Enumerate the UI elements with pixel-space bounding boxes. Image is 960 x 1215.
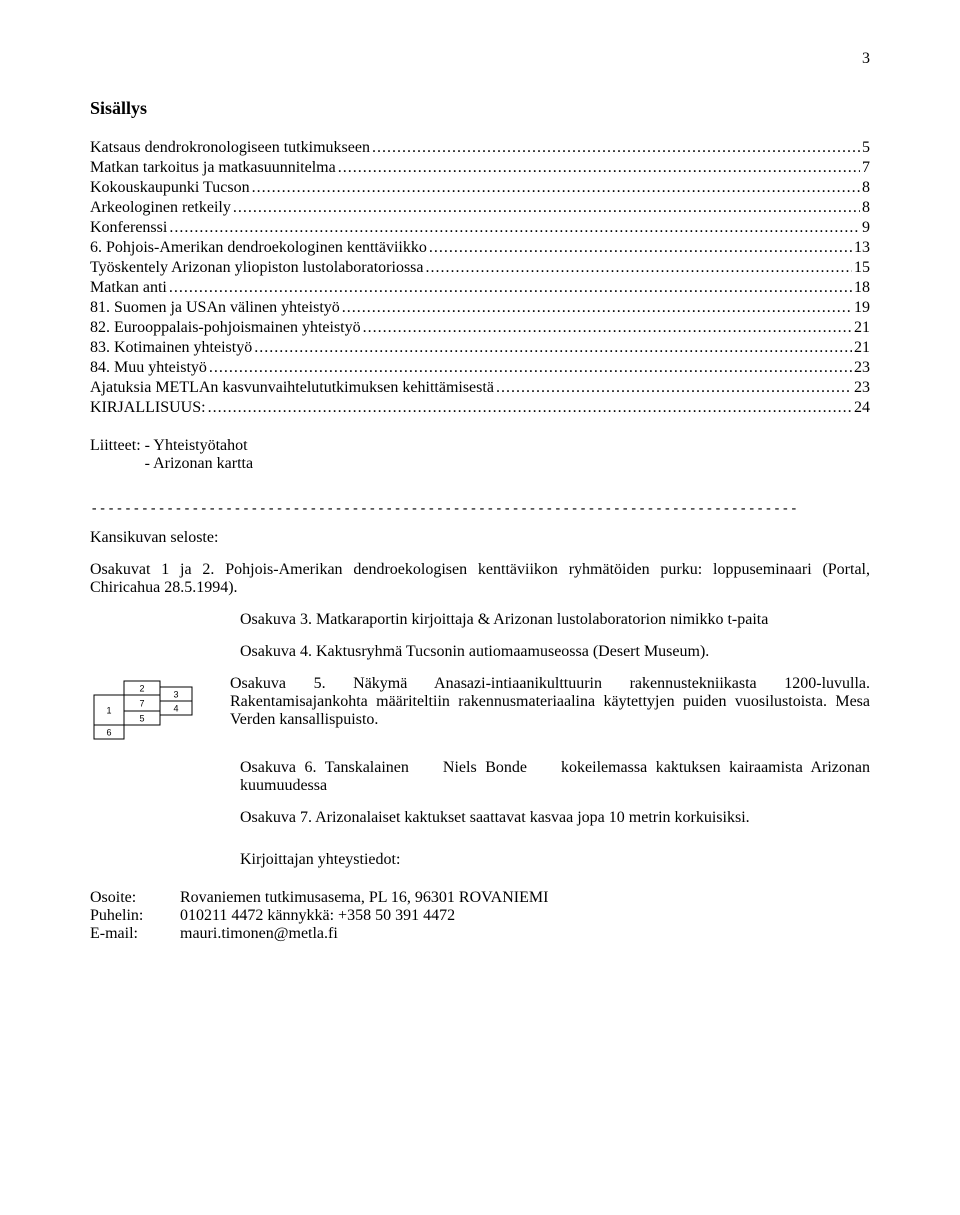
toc-entry: 83. Kotimainen yhteistyö 21	[90, 339, 870, 357]
section-divider: ----------------------------------------…	[90, 501, 870, 517]
toc-entry-label: Ajatuksia METLAn kasvunvaihtelututkimuks…	[90, 379, 494, 397]
contact-key-puhelin: Puhelin:	[90, 907, 180, 925]
toc-leader-dots	[252, 179, 860, 197]
toc-entry: 84. Muu yhteistyö 23	[90, 359, 870, 377]
diagram-cell-6: 6	[106, 727, 111, 737]
contact-block: Osoite: Rovaniemen tutkimusasema, PL 16,…	[90, 889, 870, 943]
osakuva-6-pre: Osakuva 6. Tanskalainen	[240, 759, 409, 776]
toc-leader-dots	[363, 319, 852, 337]
contact-val-osoite: Rovaniemen tutkimusasema, PL 16, 96301 R…	[180, 889, 548, 907]
toc-leader-dots	[233, 199, 860, 217]
toc-entry-label: 83. Kotimainen yhteistyö	[90, 339, 252, 357]
toc-entry: Kokouskaupunki Tucson 8	[90, 179, 870, 197]
toc-entry-page: 23	[854, 379, 870, 397]
contact-val-email: mauri.timonen@metla.fi	[180, 925, 338, 943]
osakuva-4: Osakuva 4. Kaktusryhmä Tucsonin autiomaa…	[240, 643, 870, 661]
toc-leader-dots	[254, 339, 852, 357]
attachments-item-0: - Yhteistyötahot	[145, 437, 248, 454]
toc-leader-dots	[372, 139, 860, 157]
contact-key-email: E-mail:	[90, 925, 180, 943]
diagram-cell-1: 1	[106, 705, 111, 715]
toc-leader-dots	[209, 359, 852, 377]
attachments-item-1: - Arizonan kartta	[145, 455, 253, 472]
toc-entry-label: 82. Eurooppalais-pohjoismainen yhteistyö	[90, 319, 361, 337]
contact-title: Kirjoittajan yhteystiedot:	[240, 851, 870, 869]
diagram-and-osakuva5-row: 1 2 3 4 5 6 7 Osakuva 5. Näkymä Anasazi-…	[90, 675, 870, 745]
toc-entry: Ajatuksia METLAn kasvunvaihtelututkimuks…	[90, 379, 870, 397]
toc-leader-dots	[342, 299, 852, 317]
toc-entry-page: 18	[854, 279, 870, 297]
osakuva-5: Osakuva 5. Näkymä Anasazi-intiaanikulttu…	[230, 675, 870, 743]
toc-leader-dots	[169, 279, 852, 297]
toc-entry-page: 21	[854, 339, 870, 357]
contact-row-email: E-mail: mauri.timonen@metla.fi	[90, 925, 870, 943]
toc-list: Katsaus dendrokronologiseen tutkimukseen…	[90, 139, 870, 417]
toc-entry-page: 24	[854, 399, 870, 417]
diagram-cell-7: 7	[139, 698, 144, 708]
toc-leader-dots	[429, 239, 852, 257]
toc-entry-page: 7	[862, 159, 870, 177]
contact-row-puhelin: Puhelin: 010211 4472 kännykkä: +358 50 3…	[90, 907, 870, 925]
contact-row-osoite: Osoite: Rovaniemen tutkimusasema, PL 16,…	[90, 889, 870, 907]
toc-entry-label: Matkan anti	[90, 279, 167, 297]
toc-entry-page: 13	[854, 239, 870, 257]
toc-entry-page: 9	[862, 219, 870, 237]
diagram-cell-5: 5	[139, 713, 144, 723]
contact-key-osoite: Osoite:	[90, 889, 180, 907]
toc-entry: 81. Suomen ja USAn välinen yhteistyö 19	[90, 299, 870, 317]
attachments: Liitteet: - Yhteistyötahot Liitteet: - A…	[90, 437, 870, 473]
toc-leader-dots	[338, 159, 860, 177]
attachments-label: Liitteet:	[90, 437, 141, 454]
toc-entry-page: 5	[862, 139, 870, 157]
osakuva-7: Osakuva 7. Arizonalaiset kaktukset saatt…	[240, 809, 870, 827]
toc-entry-label: Kokouskaupunki Tucson	[90, 179, 250, 197]
toc-entry-label: Arkeologinen retkeily	[90, 199, 231, 217]
osakuva-6: Osakuva 6. Tanskalainen Niels Bonde koke…	[240, 759, 870, 795]
contact-val-puhelin: 010211 4472 kännykkä: +358 50 391 4472	[180, 907, 455, 925]
toc-entry-page: 15	[854, 259, 870, 277]
osakuva-6-name: Niels Bonde	[443, 759, 527, 776]
toc-entry-page: 8	[862, 179, 870, 197]
cover-caption-label: Kansikuvan seloste:	[90, 529, 870, 547]
toc-leader-dots	[169, 219, 860, 237]
toc-entry-label: Matkan tarkoitus ja matkasuunnitelma	[90, 159, 336, 177]
toc-leader-dots	[426, 259, 853, 277]
toc-entry-label: 6. Pohjois-Amerikan dendroekologinen ken…	[90, 239, 427, 257]
osakuva-5-text: Osakuva 5. Näkymä Anasazi-intiaanikulttu…	[230, 675, 870, 729]
toc-entry: Matkan anti 18	[90, 279, 870, 297]
toc-title: Sisällys	[90, 98, 870, 119]
diagram-cell-4: 4	[173, 703, 178, 713]
toc-entry: Matkan tarkoitus ja matkasuunnitelma 7	[90, 159, 870, 177]
toc-entry-page: 19	[854, 299, 870, 317]
osakuva-3: Osakuva 3. Matkaraportin kirjoittaja & A…	[240, 611, 870, 629]
toc-entry-label: 84. Muu yhteistyö	[90, 359, 207, 377]
diagram-cell-2: 2	[139, 683, 144, 693]
toc-entry-label: 81. Suomen ja USAn välinen yhteistyö	[90, 299, 340, 317]
toc-entry: Katsaus dendrokronologiseen tutkimukseen…	[90, 139, 870, 157]
toc-entry-label: Konferenssi	[90, 219, 167, 237]
toc-entry-label: Työskentely Arizonan yliopiston lustolab…	[90, 259, 424, 277]
osakuvat-intro: Osakuvat 1 ja 2. Pohjois-Amerikan dendro…	[90, 561, 870, 597]
toc-entry-page: 8	[862, 199, 870, 217]
toc-leader-dots	[208, 399, 852, 417]
toc-entry: Arkeologinen retkeily 8	[90, 199, 870, 217]
toc-entry-page: 23	[854, 359, 870, 377]
toc-entry: Konferenssi 9	[90, 219, 870, 237]
toc-entry-label: KIRJALLISUUS:	[90, 399, 206, 417]
page-number: 3	[90, 50, 870, 68]
toc-entry: Työskentely Arizonan yliopiston lustolab…	[90, 259, 870, 277]
toc-entry-label: Katsaus dendrokronologiseen tutkimukseen	[90, 139, 370, 157]
toc-leader-dots	[496, 379, 852, 397]
toc-entry-page: 21	[854, 319, 870, 337]
diagram-cell-3: 3	[173, 689, 178, 699]
toc-entry: KIRJALLISUUS: 24	[90, 399, 870, 417]
toc-entry: 82. Eurooppalais-pohjoismainen yhteistyö…	[90, 319, 870, 337]
toc-entry: 6. Pohjois-Amerikan dendroekologinen ken…	[90, 239, 870, 257]
layout-diagram: 1 2 3 4 5 6 7	[90, 675, 200, 745]
